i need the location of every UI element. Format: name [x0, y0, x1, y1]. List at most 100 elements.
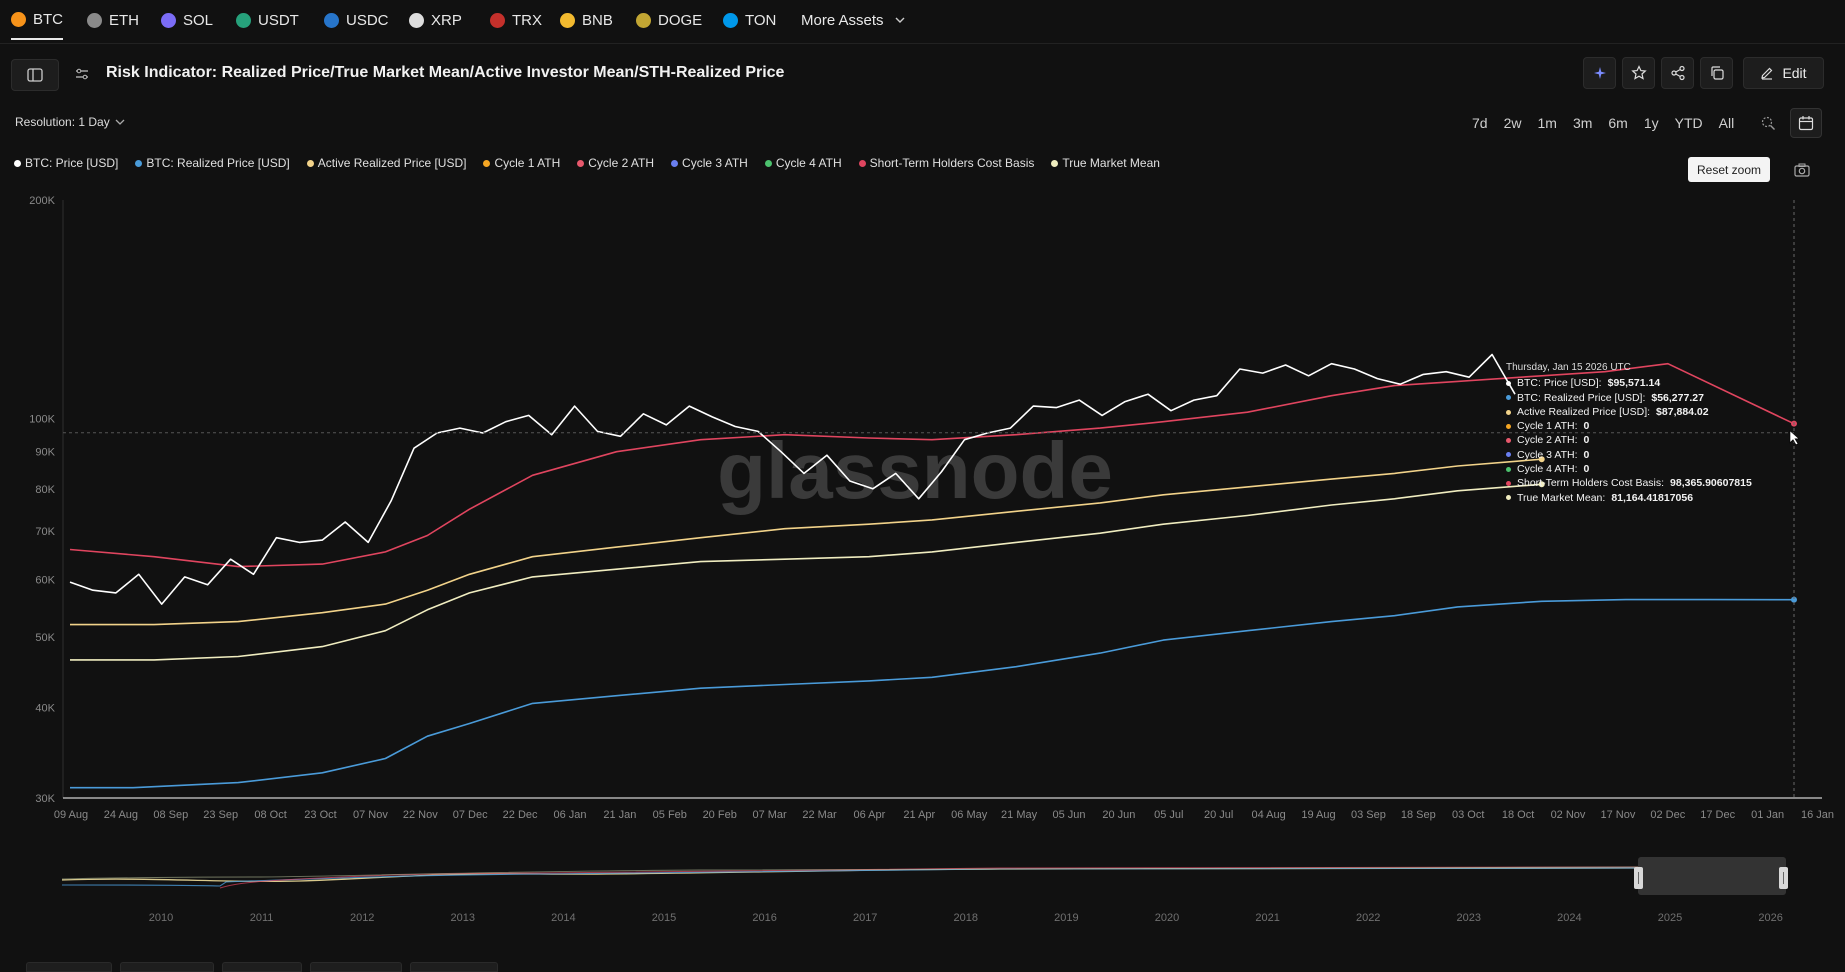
bottom-tab[interactable] [26, 962, 112, 972]
navigator-year-label: 2010 [149, 912, 173, 924]
sidebar-toggle-button[interactable] [11, 59, 59, 91]
asset-tab-doge[interactable]: DOGE [636, 0, 702, 40]
tooltip-dot [1506, 423, 1511, 429]
navigator-year-label: 2012 [350, 912, 374, 924]
tooltip-label: Cycle 1 ATH: [1517, 420, 1578, 433]
series-end-marker [1538, 456, 1545, 463]
x-tick-label: 22 Nov [403, 809, 438, 821]
asset-tab-usdt[interactable]: USDT [236, 0, 299, 40]
asset-tab-trx[interactable]: TRX [490, 0, 542, 40]
bottom-tab[interactable] [310, 962, 402, 972]
reset-zoom-button[interactable]: Reset zoom [1688, 157, 1770, 182]
legend-item[interactable]: Active Realized Price [USD] [306, 156, 466, 170]
navigator-year-label: 2020 [1155, 912, 1179, 924]
doge-icon [636, 12, 651, 28]
more-assets-dropdown[interactable]: More Assets [801, 0, 905, 40]
resolution-select[interactable]: Resolution: 1 Day [15, 115, 125, 129]
legend-item[interactable]: Cycle 2 ATH [577, 156, 654, 170]
x-tick-label: 22 Dec [503, 809, 538, 821]
duplicate-button[interactable] [1700, 57, 1733, 89]
bnb-icon [560, 12, 575, 28]
x-tick-label: 05 Jun [1052, 809, 1085, 821]
main-chart[interactable]: glassnode 200K100K90K80K70K60K50K40K30K … [0, 185, 1845, 835]
sidebar-icon [27, 68, 43, 82]
asset-tab-btc[interactable]: BTC [11, 0, 63, 40]
watermark: glassnode [717, 426, 1113, 515]
range-button-1y[interactable]: 1y [1643, 115, 1659, 131]
range-selector: 7d 2w 1m 3m 6m 1y YTD All [1464, 110, 1742, 136]
zoom-icon [1761, 116, 1775, 130]
tooltip-label: Cycle 3 ATH: [1517, 448, 1578, 461]
tooltip-dot [1506, 380, 1511, 386]
legend-item[interactable]: Cycle 4 ATH [764, 156, 842, 170]
asset-label: BNB [582, 11, 613, 29]
navigator-year-label: 2015 [652, 912, 676, 924]
legend-label: Cycle 2 ATH [588, 156, 655, 170]
navigator-year-label: 2021 [1255, 912, 1279, 924]
x-tick-label: 08 Sep [153, 809, 188, 821]
asset-tab-usdc[interactable]: USDC [324, 0, 389, 40]
date-picker-button[interactable] [1790, 108, 1822, 138]
navigator-year-label: 2023 [1457, 912, 1481, 924]
bottom-tab[interactable] [410, 962, 498, 972]
edit-button[interactable]: Edit [1743, 57, 1824, 89]
range-button-3m[interactable]: 3m [1572, 115, 1593, 131]
page-title: Risk Indicator: Realized Price/True Mark… [106, 64, 785, 81]
asset-tab-ton[interactable]: TON [723, 0, 776, 40]
tooltip-value: $56,277.27 [1651, 391, 1704, 404]
legend-dot [14, 159, 21, 167]
bottom-tab[interactable] [120, 962, 214, 972]
navigator-selection[interactable] [1638, 857, 1786, 895]
legend-item[interactable]: Cycle 3 ATH [671, 156, 748, 170]
asset-tab-eth[interactable]: ETH [87, 0, 139, 40]
tooltip-date: Thursday, Jan 15 2026 UTC [1506, 362, 1631, 373]
x-tick-label: 21 Jan [603, 809, 636, 821]
camera-icon [1794, 163, 1810, 177]
export-image-button[interactable] [1790, 159, 1814, 181]
tooltip-row: Short-Term Holders Cost Basis: 98,365.906… [1506, 476, 1752, 490]
range-button-all[interactable]: All [1718, 115, 1735, 131]
legend-item[interactable]: Short-Term Holders Cost Basis [858, 156, 1034, 170]
navigator[interactable]: 2010 2011 2012 2013 2014 2015 2016 2017 2018 2019… [0, 855, 1845, 925]
x-tick-label: 05 Jul [1154, 809, 1183, 821]
legend-item[interactable]: BTC: Price [USD] [14, 156, 118, 170]
crosshair [63, 200, 1800, 798]
x-tick-label: 16 Jan [1801, 809, 1834, 821]
x-tick-label: 02 Nov [1551, 809, 1586, 821]
tooltip-value: 0 [1583, 434, 1590, 447]
legend-dot [764, 159, 772, 167]
range-button-1m[interactable]: 1m [1537, 115, 1557, 131]
bottom-tab[interactable] [222, 962, 302, 972]
legend-dot [135, 159, 143, 167]
asset-tab-bnb[interactable]: BNB [560, 0, 613, 40]
favorite-button[interactable] [1622, 57, 1655, 89]
y-tick-label: 50K [35, 632, 55, 644]
legend-item[interactable]: True Market Mean [1051, 156, 1160, 170]
share-button[interactable] [1661, 57, 1694, 89]
range-button-2w[interactable]: 2w [1503, 115, 1522, 131]
zoom-select-button[interactable] [1756, 110, 1780, 136]
ai-assist-button[interactable] [1583, 57, 1616, 89]
range-button-6m[interactable]: 6m [1608, 115, 1628, 131]
y-tick-label: 200K [29, 195, 55, 207]
navigator-years: 2010 2011 2012 2013 2014 2015 2016 2017 2018 2019… [149, 912, 1783, 924]
y-tick-label: 30K [35, 793, 55, 805]
tooltip-label: BTC: Realized Price [USD]: [1517, 391, 1646, 404]
legend-dot [858, 159, 866, 167]
asset-tab-xrp[interactable]: XRP [409, 0, 462, 40]
tooltip-value: 98,365.90607815 [1670, 477, 1752, 490]
tooltip-label: Cycle 4 ATH: [1517, 463, 1578, 476]
asset-tab-sol[interactable]: SOL [161, 0, 213, 40]
x-tick-label: 20 Feb [703, 809, 737, 821]
range-button-7d[interactable]: 7d [1472, 115, 1488, 131]
range-button-ytd[interactable]: YTD [1674, 115, 1703, 131]
asset-bar: BTC ETH SOL USDT USDC XRP TRX BNB DOGE TON More As… [0, 0, 1845, 44]
sliders-icon[interactable] [75, 67, 89, 81]
legend-item[interactable]: Cycle 1 ATH [483, 156, 560, 170]
legend-item[interactable]: BTC: Realized Price [USD] [135, 156, 290, 170]
share-icon [1670, 65, 1685, 81]
chart-tooltip: Thursday, Jan 15 2026 UTC BTC: Price [US… [1506, 361, 1752, 505]
navigator-year-label: 2026 [1758, 912, 1782, 924]
star-icon [1630, 65, 1647, 80]
x-tick-label: 07 Nov [353, 809, 388, 821]
